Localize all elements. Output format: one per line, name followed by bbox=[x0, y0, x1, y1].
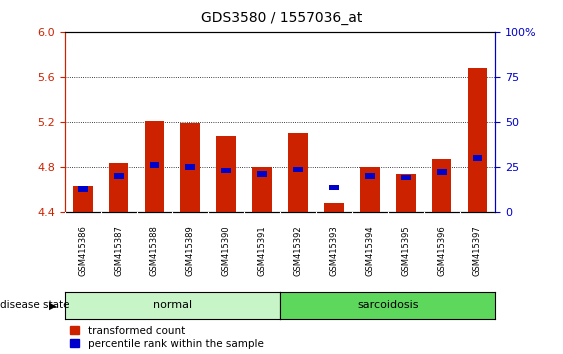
Bar bbox=[472, 155, 482, 161]
Text: GSM415397: GSM415397 bbox=[473, 225, 482, 276]
Text: GSM415389: GSM415389 bbox=[186, 225, 195, 276]
Bar bbox=[437, 169, 446, 175]
Text: GSM415387: GSM415387 bbox=[114, 225, 123, 276]
Bar bbox=[396, 174, 415, 212]
Text: GDS3580 / 1557036_at: GDS3580 / 1557036_at bbox=[201, 11, 362, 25]
Bar bbox=[401, 175, 410, 180]
Bar bbox=[185, 165, 195, 170]
Legend: transformed count, percentile rank within the sample: transformed count, percentile rank withi… bbox=[70, 326, 263, 349]
Bar bbox=[293, 167, 303, 172]
Text: GSM415391: GSM415391 bbox=[258, 225, 267, 276]
Bar bbox=[432, 159, 452, 212]
Bar bbox=[216, 136, 236, 212]
Bar bbox=[324, 203, 344, 212]
Bar bbox=[365, 173, 375, 179]
Bar bbox=[109, 163, 128, 212]
Bar bbox=[221, 168, 231, 173]
Bar bbox=[145, 121, 164, 212]
Text: GSM415386: GSM415386 bbox=[78, 225, 87, 276]
Bar bbox=[73, 187, 92, 212]
Bar bbox=[78, 186, 88, 192]
Text: GSM415395: GSM415395 bbox=[401, 225, 410, 276]
Bar bbox=[468, 68, 488, 212]
Text: GSM415390: GSM415390 bbox=[222, 225, 231, 276]
Bar bbox=[114, 173, 123, 179]
Text: GSM415388: GSM415388 bbox=[150, 225, 159, 276]
Text: GSM415392: GSM415392 bbox=[293, 225, 302, 276]
Text: ▶: ▶ bbox=[49, 300, 56, 310]
Bar bbox=[257, 171, 267, 177]
Bar bbox=[329, 185, 339, 190]
Bar bbox=[252, 167, 272, 212]
Text: disease state: disease state bbox=[0, 300, 69, 310]
Text: sarcoidosis: sarcoidosis bbox=[357, 300, 418, 310]
Text: GSM415394: GSM415394 bbox=[365, 225, 374, 276]
Bar bbox=[288, 133, 308, 212]
Text: normal: normal bbox=[153, 300, 192, 310]
Text: GSM415393: GSM415393 bbox=[329, 225, 338, 276]
Bar bbox=[360, 167, 379, 212]
Bar bbox=[181, 123, 200, 212]
Bar bbox=[150, 162, 159, 168]
Text: GSM415396: GSM415396 bbox=[437, 225, 446, 276]
